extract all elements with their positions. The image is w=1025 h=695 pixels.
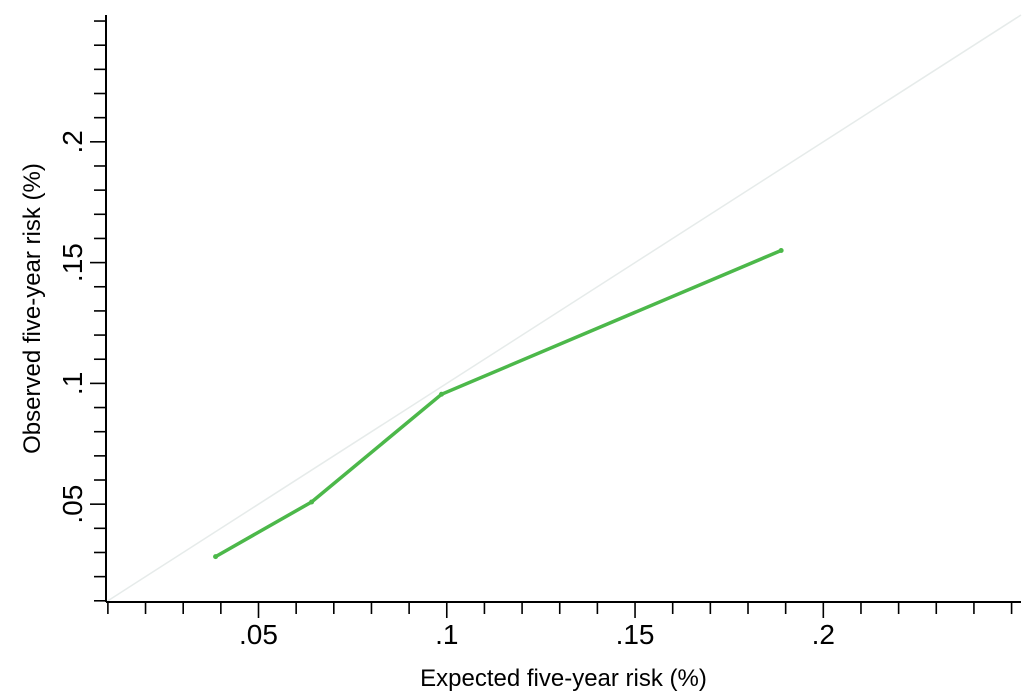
x-tick-label: .1 (435, 619, 458, 650)
y-tick-label: .1 (57, 372, 88, 395)
x-tick-label: .2 (812, 619, 835, 650)
ticks: .05 .1 .15 .2 .05 .1 .15 .2 (57, 20, 1013, 650)
data-point (439, 391, 444, 397)
x-axis-title: Expected five-year risk (%) (420, 665, 707, 692)
y-tick-label: .2 (57, 130, 88, 153)
x-tick-label: .05 (239, 619, 278, 650)
y-tick-label: .05 (57, 485, 88, 524)
x-tick-label: .15 (616, 619, 655, 650)
y-tick-label: .15 (57, 243, 88, 282)
y-axis-title: Observed five-year risk (%) (19, 163, 46, 454)
data-point (213, 554, 219, 560)
series-layer (213, 248, 784, 560)
reference-layer (105, 14, 1022, 603)
series-line (214, 248, 782, 559)
data-point (309, 499, 315, 505)
data-point (778, 248, 784, 254)
reference-line (105, 14, 1022, 603)
